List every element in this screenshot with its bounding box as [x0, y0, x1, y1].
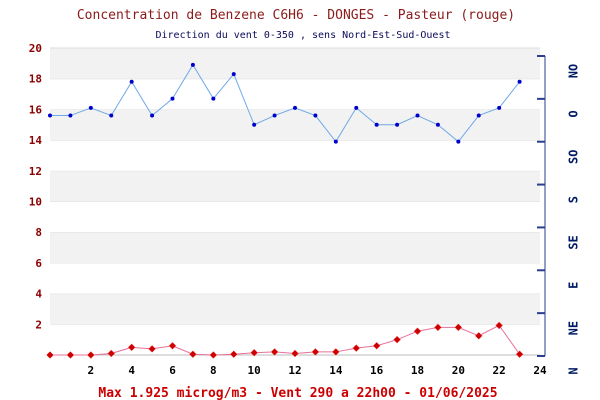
data-point — [372, 341, 381, 350]
direction-label: O — [567, 110, 581, 117]
data-point — [293, 105, 297, 110]
x-tick-label: 24 — [533, 364, 547, 377]
y-tick-label: 10 — [29, 196, 42, 209]
data-point — [211, 96, 216, 101]
x-tick-label: 2 — [88, 364, 95, 377]
x-tick-label: 14 — [329, 364, 343, 377]
y-tick-label: 8 — [35, 226, 42, 239]
direction-label: NE — [567, 321, 581, 335]
chart-footer: Max 1.925 microg/m3 - Vent 290 a 22h00 -… — [98, 386, 497, 400]
grid-band — [50, 262, 540, 294]
data-point — [454, 323, 463, 332]
chart-subtitle: Direction du vent 0-350 , sens Nord-Est-… — [155, 30, 450, 41]
data-point — [311, 348, 320, 356]
x-tick-label: 16 — [370, 364, 384, 377]
data-point — [395, 122, 400, 127]
data-point — [374, 122, 379, 127]
data-point — [150, 113, 155, 118]
x-tick-label: 10 — [248, 364, 261, 377]
y-tick-label: 20 — [29, 42, 42, 55]
grid-band — [50, 232, 540, 263]
y-axis-ticks: 2 4 6 8 10 12 14 16 18 20 — [29, 42, 43, 331]
data-point — [189, 350, 197, 359]
direction-label: SO — [567, 149, 581, 163]
x-tick-label: 18 — [411, 364, 424, 377]
x-tick-label: 22 — [493, 364, 506, 377]
data-point — [127, 343, 136, 352]
data-point — [456, 139, 461, 144]
data-point — [515, 350, 524, 359]
series-line — [50, 63, 520, 143]
x-tick-label: 20 — [452, 364, 465, 377]
data-point — [68, 113, 73, 118]
data-point — [209, 351, 218, 359]
data-point — [476, 113, 481, 118]
direction-label: N — [567, 367, 581, 374]
y-tick-label: 16 — [29, 103, 43, 116]
y-tick-label: 12 — [29, 165, 42, 178]
data-point — [354, 105, 359, 110]
data-point — [250, 348, 259, 357]
data-point — [352, 344, 361, 352]
grid-band — [50, 109, 540, 141]
data-point — [495, 321, 504, 330]
data-point — [291, 349, 299, 358]
direction-label: NO — [567, 64, 581, 78]
series-layer — [46, 62, 524, 359]
data-point — [231, 72, 236, 77]
data-point — [474, 331, 483, 340]
data-point — [168, 341, 177, 350]
data-point — [148, 345, 156, 353]
x-tick-label: 8 — [210, 364, 217, 377]
data-point — [413, 327, 422, 336]
grid-band — [50, 48, 540, 79]
x-tick-label: 12 — [288, 364, 301, 377]
data-point — [393, 335, 401, 344]
y-tick-label: 6 — [35, 257, 42, 270]
data-point — [107, 349, 116, 358]
data-point — [313, 113, 318, 118]
grid-band — [50, 201, 540, 233]
data-point — [435, 122, 440, 127]
data-point — [46, 351, 54, 359]
x-axis-ticks: 2 4 6 8 10 12 14 16 18 20 22 24 — [88, 364, 547, 377]
data-point — [270, 348, 279, 356]
y-tick-label: 14 — [29, 134, 43, 147]
data-point — [170, 96, 175, 101]
data-point — [252, 122, 257, 127]
data-point — [190, 62, 195, 67]
data-point — [66, 351, 75, 359]
data-point — [331, 348, 340, 356]
data-point — [86, 351, 95, 359]
data-point — [129, 79, 134, 84]
data-point — [517, 79, 522, 84]
data-point — [415, 113, 420, 118]
y-tick-label: 4 — [35, 288, 42, 301]
y-tick-label: 18 — [29, 73, 42, 86]
data-point — [272, 113, 277, 118]
data-point — [229, 350, 238, 359]
x-tick-label: 4 — [128, 364, 135, 377]
data-point — [434, 323, 442, 332]
x-tick-label: 6 — [169, 364, 176, 377]
grid-bands — [50, 47, 540, 356]
data-point — [48, 113, 52, 118]
data-point — [109, 113, 114, 118]
grid-band — [50, 293, 540, 325]
direction-label: E — [567, 282, 581, 289]
grid-band — [50, 78, 540, 110]
direction-label: SE — [567, 235, 581, 249]
y-tick-label: 2 — [35, 318, 42, 331]
data-point — [88, 105, 93, 110]
grid-band — [50, 140, 540, 171]
data-point — [333, 139, 338, 144]
direction-label: S — [567, 196, 581, 203]
data-point — [497, 105, 502, 110]
grid-band — [50, 170, 540, 202]
wind-direction-axis: NO O SO S SE E NE N — [537, 55, 581, 375]
chart-title: Concentration de Benzene C6H6 - DONGES -… — [77, 8, 515, 23]
